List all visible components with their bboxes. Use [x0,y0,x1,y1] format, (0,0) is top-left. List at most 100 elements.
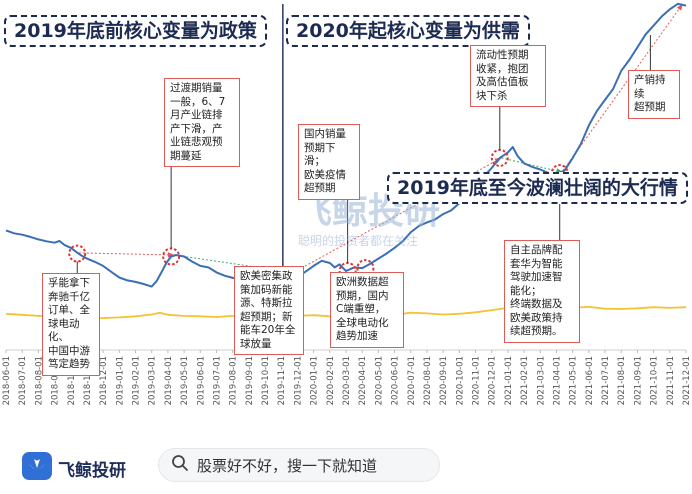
annotation-line: 欧美政策持 [510,311,563,324]
x-tick-label: 2018-06-01 [2,356,12,405]
x-tick-label: 2018-07-01 [18,356,28,405]
annotation-line: 一般，6、7 [170,95,226,108]
annotation-line: 套华为智能 [510,257,563,270]
annotation-line: 订单、全 [48,304,90,316]
x-tick-label: 2018-09-01 [51,356,61,405]
annotation-line: 月产业链排 [170,109,223,121]
x-tick-label: 2021-03-01 [536,356,546,405]
x-tick-label: 2020-05-01 [374,356,384,405]
x-tick-label: 2020-12-01 [488,356,498,405]
annotation-line: 能化； [510,284,542,297]
annotation-line: 终端数据及 [510,298,563,310]
x-tick-label: 2021-05-01 [569,356,579,405]
x-tick-label: 2019-05-01 [180,356,190,405]
x-tick-label: 2018-10-01 [67,356,77,405]
annotation-line: 过渡期销量 [170,82,223,94]
headline-supply-demand: 2020年起核心变量为供需 [286,15,530,47]
annotation-line: 策加码新能 [240,283,293,296]
brand-name: 飞鲸投研 [58,460,126,481]
x-tick-label: 2018-12-01 [99,356,109,405]
annotation-line: 奔驰千亿 [48,290,90,303]
annotation-box: 欧美密集政 策加码新能 源、特斯拉 超预期；新 能车20年全 球放量 [234,266,304,355]
highlight-circle [356,259,375,278]
annotation-box: 欧洲数据超 预期，国内 C端重塑， 全球电动化 趋势加速 [330,272,404,348]
x-tick-label: 2020-10-01 [455,356,465,405]
annotation-box: 国内销量 预期下滑； 欧美疫情 超预期 [298,124,360,200]
x-tick-label: 2019-02-01 [132,356,142,405]
annotation-line: 超预期；新 [240,310,293,323]
footer-bar: 飞鲸投研 股票好不好，搜一下就知道 [0,440,692,494]
annotation-line: 收紧，抱团 [476,62,529,75]
annotation-line: 续超预期。 [510,325,563,337]
x-axis-ticks: 2018-06-01 2018-07-01 2018-08-01 2018-09-01… [2,350,692,405]
annotation-line: 驾驶加速智 [510,271,563,283]
annotation-line: 国内销量 [304,128,346,140]
trend-arrow-up-head [167,252,175,258]
x-tick-label: 2020-04-01 [358,356,368,405]
annotation-line: 预期下滑； [304,141,336,168]
x-tick-label: 2021-07-01 [601,356,611,405]
annotation-line: 中国中游 [48,344,90,357]
x-tick-label: 2019-12-01 [293,356,303,405]
annotation-box: 产销持续 超预期 [628,70,680,119]
x-tick-label: 2020-11-01 [472,356,482,405]
headline-policy: 2019年底前核心变量为政策 [4,15,267,47]
annotation-line: 超预期 [634,101,666,113]
x-tick-label: 2019-10-01 [261,356,271,405]
x-tick-label: 2021-08-01 [617,356,627,405]
x-tick-label: 2019-11-01 [277,356,287,405]
x-tick-label: 2020-07-01 [407,356,417,405]
annotation-line: 产下滑，产 [170,122,223,135]
x-tick-label: 2021-02-01 [520,356,530,405]
trend-arrow-up [78,252,175,256]
x-tick-label: 2019-03-01 [148,356,158,405]
annotation-line: 欧洲数据超 [336,276,389,288]
search-input[interactable]: 股票好不好，搜一下就知道 [158,448,440,482]
x-tick-label: 2019-09-01 [245,356,255,405]
x-tick-label: 2021-04-01 [552,356,562,405]
x-tick-label: 2021-09-01 [633,356,643,405]
annotation-line: 欧美疫情 [304,168,346,181]
x-tick-label: 2021-10-01 [650,356,660,405]
x-tick-label: 2019-04-01 [164,356,174,405]
x-tick-label: 2021-06-01 [585,356,595,405]
search-icon [171,454,189,476]
annotation-line: 自主品牌配 [510,244,563,256]
annotation-box: 流动性预期 收紧，抱团 及高估值板 块下杀 [470,45,546,107]
trend-arrow-down [501,157,564,173]
annotation-line: C端重塑， [336,303,386,315]
annotation-line: 产销持续 [634,74,666,100]
annotation-line: 超预期 [304,182,336,194]
search-placeholder: 股票好不好，搜一下就知道 [197,456,378,475]
annotation-box: 孚能拿下 奔驰千亿 订单、全 球电动化、 中国中游 笃定趋势 [42,273,100,376]
annotation-line: 球电动化、 [48,317,80,344]
x-tick-label: 2020-03-01 [342,356,352,405]
annotation-line: 全球电动化 [336,316,389,329]
annotation-line: 能车20年全 [240,324,296,336]
x-tick-label: 2019-01-01 [115,356,125,405]
brand-logo[interactable]: 飞鲸投研 [22,452,126,484]
x-tick-label: 2020-02-01 [326,356,336,405]
annotation-box: 过渡期销量 一般，6、7 月产业链排 产下滑，产 业链悲观预 期蔓延 [164,78,240,167]
trend-arrow-down [174,254,288,273]
annotation-line: 块下杀 [476,89,508,102]
x-tick-label: 2021-01-01 [504,356,514,405]
x-tick-label: 2020-09-01 [439,356,449,405]
annotation-line: 预期，国内 [336,289,389,302]
whale-icon [22,452,52,484]
x-tick-label: 2019-08-01 [229,356,239,405]
annotation-line: 业链悲观预 [170,136,223,148]
x-tick-label: 2019-06-01 [196,356,206,405]
x-tick-label: 2021-11-01 [666,356,676,405]
annotation-line: 球放量 [240,337,272,350]
headline-rally: 2019年底至今波澜壮阔的大行情 [387,172,688,204]
index-line-blue [5,2,687,288]
x-tick-label: 2020-08-01 [423,356,433,405]
annotation-line: 孚能拿下 [48,277,90,289]
x-tick-label: 2018-11-01 [83,356,93,405]
x-tick-label: 2019-07-01 [212,356,222,405]
x-tick-label: 2018-08-01 [34,356,44,405]
x-tick-label: 2021-12-01 [682,356,692,405]
highlight-circle [68,244,87,263]
annotation-box: 自主品牌配 套华为智能 驾驶加速智 能化； 终端数据及 欧美政策持 续超预期。 [504,240,580,343]
